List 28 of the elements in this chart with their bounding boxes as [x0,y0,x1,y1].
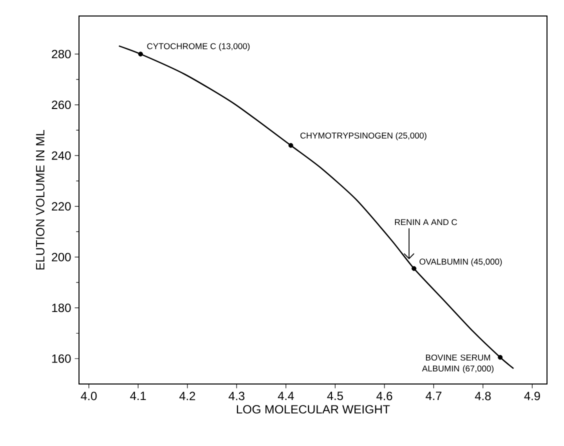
x-tick-label: 4.8 [474,392,491,400]
x-tick-label: 4.0 [80,392,97,400]
point [498,354,503,360]
x-tick-label: 4.7 [426,392,442,400]
point [412,266,416,271]
y-tick-label: 240 [52,151,71,160]
y-tick-label: 200 [52,252,71,262]
y-tick-label: 260 [52,100,71,110]
y-tick-label: 280 [52,50,71,58]
point [288,143,294,148]
x-tick-label: 4.1 [130,392,146,400]
y-axis-title: ELUTION VOLUME IN ML [36,130,44,270]
x-tick-label: 4.3 [228,392,244,400]
x-tick-label: 4.5 [327,392,343,400]
y-tick-label: 180 [52,304,71,312]
y-tick-label: 220 [52,202,71,211]
x-tick-label: 4.4 [278,392,294,400]
x-tick-label: 4.2 [179,392,196,400]
x-axis-title: LOG MOLECULAR WEIGHT [236,405,390,414]
annotation: CHYMOTRYPSINOGEN (25,000) [300,132,426,140]
annotation: BOVINE SERUM ALBUMIN (67,000) [422,354,494,374]
x-tick-label: 4.9 [524,392,540,400]
point [138,52,143,56]
annotation: CYTOCHROME C (13,000) [147,42,250,51]
annotation: OVALBUMIN (45,000) [420,258,502,266]
y-tick-label: 160 [52,354,71,363]
annotation: RENIN A AND C [395,219,458,226]
x-tick-label: 4.6 [376,392,392,400]
